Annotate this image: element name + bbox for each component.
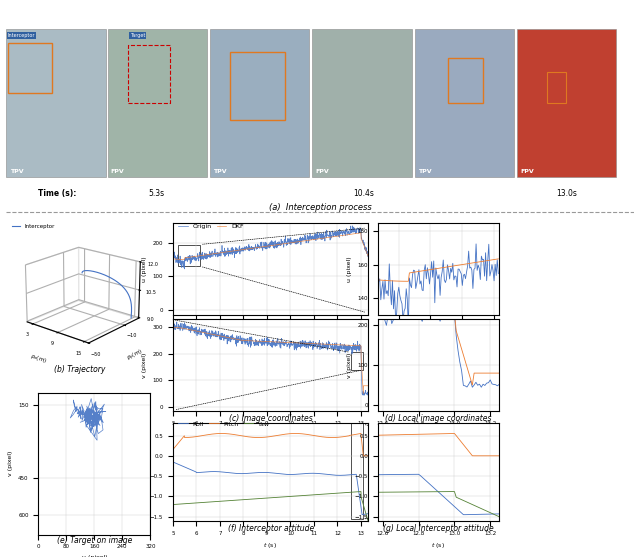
Pitch — [353, 431, 361, 437]
Line: Yaw: Yaw — [173, 492, 368, 521]
Bar — [177, 245, 200, 266]
Roll — [360, 511, 367, 518]
Text: (d) Local image coordinates: (d) Local image coordinates — [385, 413, 492, 423]
Text: (f) Interceptor attitude: (f) Interceptor attitude — [228, 524, 314, 533]
Yaw — [236, 497, 243, 504]
Bar — [517, 29, 616, 177]
Yaw — [169, 501, 177, 508]
Yaw — [357, 488, 365, 495]
Pitch — [364, 452, 372, 459]
Text: TPV: TPV — [418, 169, 431, 174]
Pitch — [291, 430, 299, 437]
Yaw — [195, 500, 202, 506]
Pitch — [360, 452, 367, 459]
Line: Pitch: Pitch — [173, 433, 368, 456]
Bar — [351, 353, 364, 370]
Y-axis label: $p_y$(m): $p_y$(m) — [125, 347, 145, 364]
Bar — [448, 58, 483, 103]
X-axis label: $p_x$(m): $p_x$(m) — [29, 352, 49, 366]
Legend: Origin, DKF: Origin, DKF — [176, 221, 246, 232]
Text: (b) Trajectory: (b) Trajectory — [54, 364, 106, 374]
Y-axis label: v (pixel): v (pixel) — [347, 353, 352, 378]
Roll — [353, 474, 360, 481]
Bar — [8, 43, 52, 92]
Bar — [6, 29, 106, 177]
Bar — [351, 421, 363, 519]
X-axis label: $t$ (s): $t$ (s) — [431, 541, 445, 550]
Legend: Interceptor: Interceptor — [10, 222, 57, 231]
Bar — [128, 45, 170, 103]
Roll — [169, 458, 177, 465]
Text: FPV: FPV — [520, 169, 534, 174]
Text: 10.4s: 10.4s — [353, 189, 374, 198]
Pitch — [335, 434, 343, 441]
Pitch — [225, 431, 233, 437]
Text: Target: Target — [130, 33, 145, 38]
Bar — [230, 51, 285, 120]
Roll — [335, 472, 342, 478]
Text: FPV: FPV — [111, 169, 124, 174]
Yaw — [360, 501, 367, 508]
Pitch — [169, 446, 177, 453]
Y-axis label: u (pixel): u (pixel) — [347, 256, 352, 282]
Bar — [415, 29, 514, 177]
Legend: Roll, Pitch, Yaw: Roll, Pitch, Yaw — [176, 419, 273, 429]
Yaw — [364, 517, 372, 524]
Text: (a)  Interception process: (a) Interception process — [269, 203, 371, 212]
X-axis label: $t$ (s): $t$ (s) — [264, 541, 277, 550]
Bar — [108, 29, 207, 177]
Bar — [312, 29, 412, 177]
Yaw — [353, 488, 360, 495]
Y-axis label: v (pixel): v (pixel) — [8, 451, 13, 476]
X-axis label: u (pixel): u (pixel) — [81, 555, 108, 557]
Text: (e) Target on image: (e) Target on image — [57, 536, 132, 545]
Text: (g) Local Interceptor attitude: (g) Local Interceptor attitude — [383, 524, 494, 533]
Yaw — [335, 490, 342, 496]
Line: Roll: Roll — [173, 462, 368, 515]
Bar — [210, 29, 309, 177]
Bar — [547, 72, 566, 103]
Pitch — [195, 433, 202, 439]
Text: TPV: TPV — [213, 169, 227, 174]
X-axis label: $t$ (s): $t$ (s) — [264, 431, 277, 441]
Pitch — [236, 432, 243, 439]
Text: FPV: FPV — [316, 169, 329, 174]
Text: TPV: TPV — [10, 169, 23, 174]
Text: Interceptor: Interceptor — [8, 33, 35, 38]
Y-axis label: v (pixel): v (pixel) — [142, 353, 147, 378]
Roll — [236, 470, 243, 477]
Roll — [225, 470, 233, 476]
Text: (c) Image coordinates: (c) Image coordinates — [229, 413, 312, 423]
Roll — [364, 510, 372, 517]
Roll — [358, 511, 366, 518]
Pitch — [360, 452, 367, 459]
Text: 13.0s: 13.0s — [556, 189, 577, 198]
Roll — [195, 469, 202, 476]
X-axis label: $t$ (s): $t$ (s) — [431, 431, 445, 441]
Text: 5.3s: 5.3s — [148, 189, 165, 198]
Text: Time (s):: Time (s): — [38, 189, 77, 198]
Yaw — [225, 497, 233, 504]
Y-axis label: u (pixel): u (pixel) — [142, 256, 147, 282]
